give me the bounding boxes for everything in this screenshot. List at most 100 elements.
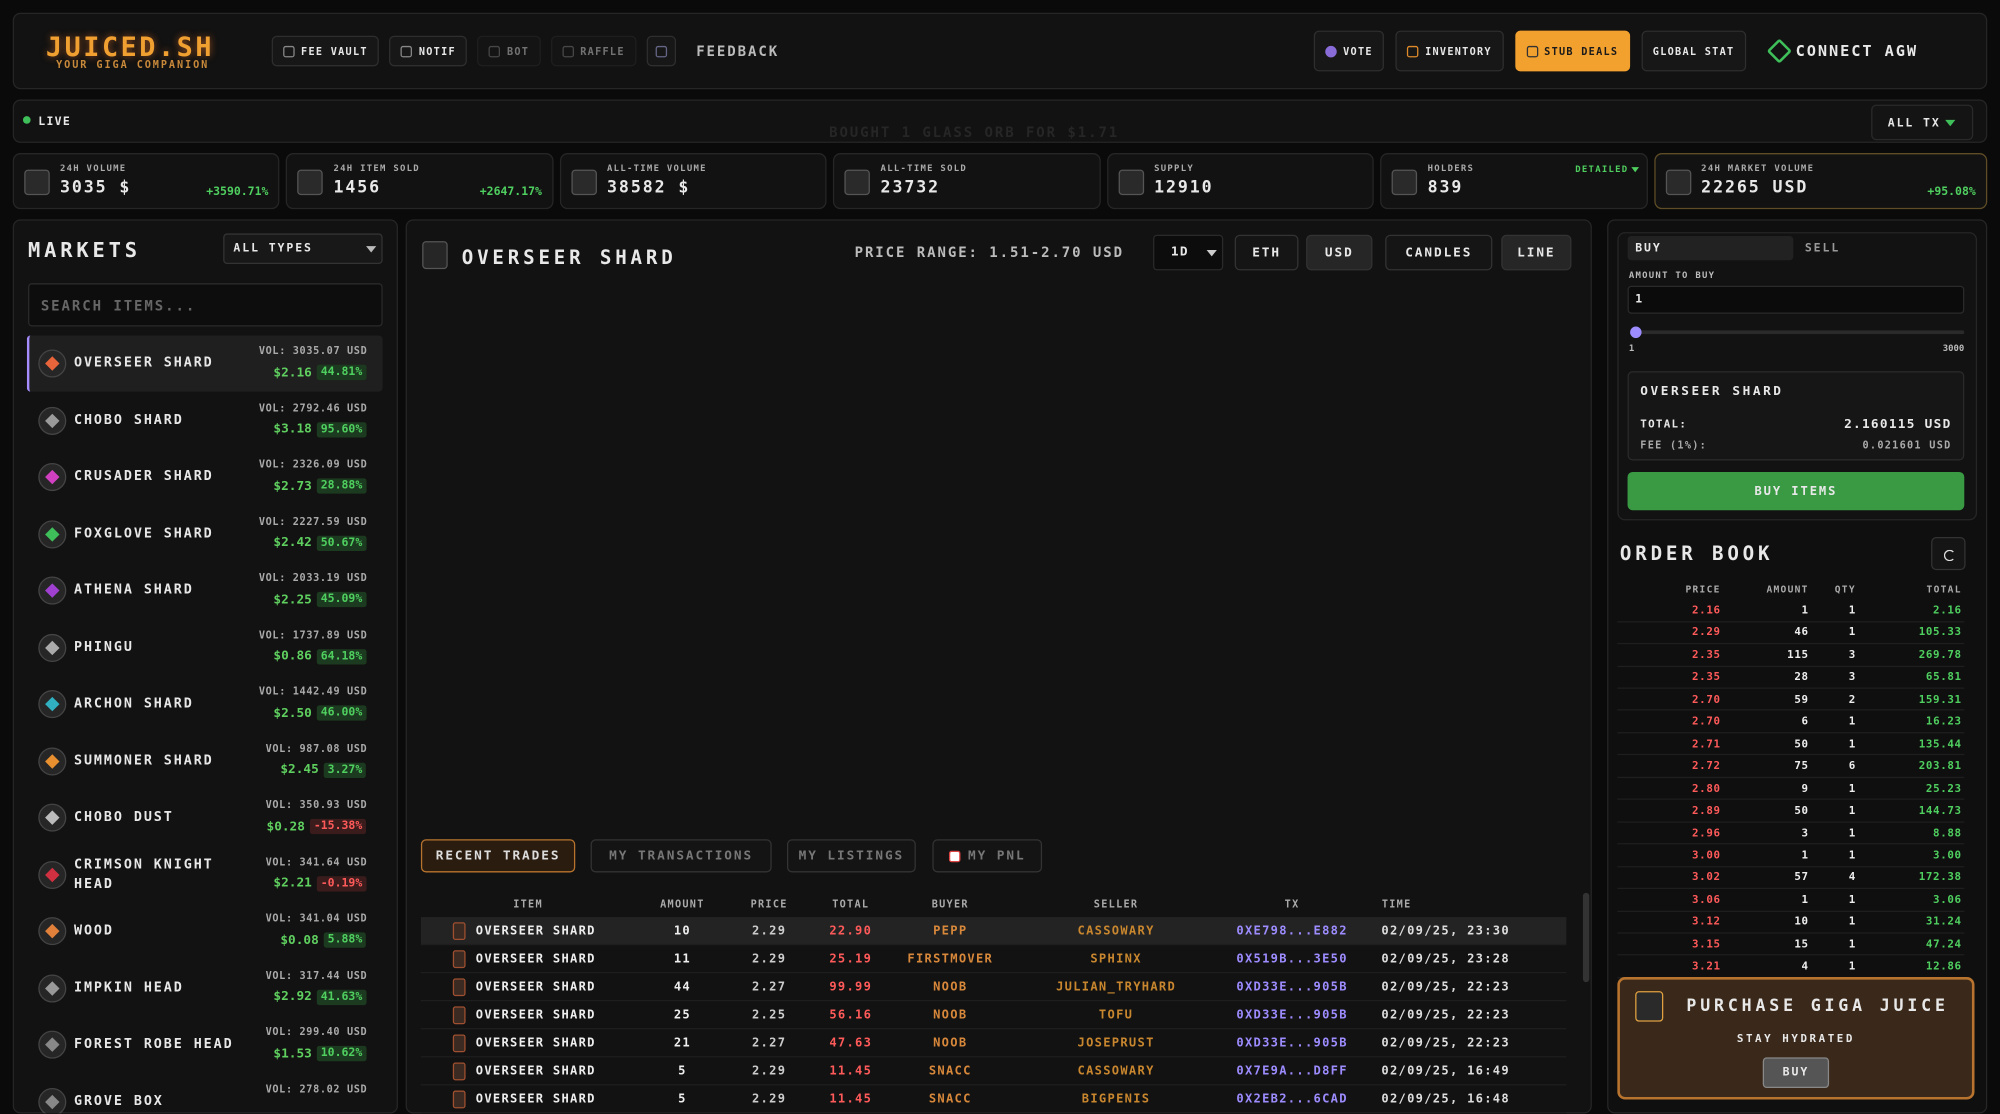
order-row[interactable] bbox=[1617, 667, 1964, 689]
trade-cell: JULIAN_TRYHARD bbox=[1056, 980, 1176, 994]
slider-knob[interactable] bbox=[1630, 327, 1641, 338]
market-volume: VOL: 987.08 USD bbox=[266, 742, 368, 753]
market-price-row: $3.1895.60% bbox=[273, 422, 366, 437]
action-button[interactable]: INVENTORY bbox=[1396, 31, 1504, 72]
live-dot bbox=[23, 116, 31, 124]
order-cell: 3 bbox=[1849, 649, 1856, 662]
order-cell: 59 bbox=[1794, 694, 1808, 707]
nav-button[interactable]: NOTIF bbox=[389, 36, 467, 67]
stat-label: ALL-TIME SOLD bbox=[881, 163, 967, 173]
refresh-button[interactable] bbox=[1931, 537, 1965, 570]
icon-gem bbox=[45, 470, 59, 484]
market-icon bbox=[38, 406, 66, 434]
sell-tab-label[interactable]: SELL bbox=[1805, 242, 1840, 255]
stat-value: 1456 bbox=[333, 179, 381, 198]
order-row[interactable] bbox=[1617, 778, 1964, 800]
trade-tab[interactable]: MY LISTINGS bbox=[787, 839, 916, 872]
chart-toggle[interactable]: CANDLES bbox=[1385, 235, 1492, 271]
nav-label: RAFFLE bbox=[580, 45, 625, 56]
trade-icon bbox=[453, 1062, 466, 1080]
market-change: 44.81% bbox=[317, 365, 366, 380]
chart-toggle[interactable]: LINE bbox=[1501, 235, 1571, 271]
market-volume: VOL: 278.02 USD bbox=[266, 1083, 368, 1094]
market-name: SUMMONER SHARD bbox=[74, 751, 242, 770]
action-button[interactable]: STUB DEALS bbox=[1515, 31, 1630, 72]
chart-toggle[interactable]: ETH bbox=[1235, 235, 1299, 271]
trade-tab[interactable]: MY PNL bbox=[932, 839, 1042, 872]
order-cell: 269.78 bbox=[1919, 649, 1962, 662]
order-row[interactable] bbox=[1617, 689, 1964, 711]
stat-change: +3590.71% bbox=[206, 186, 268, 199]
buy-button[interactable]: BUY ITEMS bbox=[1628, 472, 1965, 510]
order-row[interactable] bbox=[1617, 911, 1964, 933]
order-row[interactable] bbox=[1617, 822, 1964, 844]
order-cell: 1 bbox=[1849, 916, 1856, 929]
action-button[interactable]: GLOBAL STAT bbox=[1641, 31, 1746, 72]
promo-button[interactable]: BUY bbox=[1763, 1057, 1829, 1088]
trade-tab[interactable]: MY TRANSACTIONS bbox=[591, 839, 772, 872]
order-row[interactable] bbox=[1617, 889, 1964, 911]
stat-label: 24H VOLUME bbox=[60, 163, 127, 173]
market-price: $2.92 bbox=[273, 990, 311, 1004]
trade-tab[interactable]: RECENT TRADES bbox=[421, 839, 575, 872]
market-price-row: $1.5310.62% bbox=[273, 1046, 366, 1061]
trade-cell: JOSEPRUST bbox=[1077, 1036, 1154, 1050]
promo-title: PURCHASE GIGA JUICE bbox=[1686, 997, 1948, 1016]
order-cell: 3.15 bbox=[1692, 938, 1721, 951]
market-price-row: $2.16 44.81% bbox=[273, 365, 366, 380]
connect-button[interactable]: CONNECT AGW bbox=[1770, 42, 1918, 60]
stat-card: ALL-TIME SOLD23732 bbox=[833, 153, 1100, 209]
feedback-link[interactable]: FEEDBACK bbox=[696, 43, 779, 60]
order-cell: 2.16 bbox=[1692, 605, 1721, 618]
action-button[interactable]: VOTE bbox=[1314, 31, 1384, 72]
market-price: $0.08 bbox=[280, 933, 318, 947]
icon-button[interactable] bbox=[646, 36, 675, 67]
order-cell: 2 bbox=[1849, 694, 1856, 707]
order-row[interactable] bbox=[1617, 733, 1964, 755]
order-cell: 28 bbox=[1794, 671, 1808, 684]
trade-cell: 02/09/25, 22:23 bbox=[1381, 980, 1510, 994]
amount-label: AMOUNT TO BUY bbox=[1629, 270, 1715, 280]
order-cell: 1 bbox=[1849, 716, 1856, 729]
order-row[interactable] bbox=[1617, 867, 1964, 889]
tx-filter-label: ALL TX bbox=[1888, 117, 1941, 130]
order-row[interactable] bbox=[1617, 756, 1964, 778]
stat-icon bbox=[298, 170, 324, 196]
trade-cell: SPHINX bbox=[1090, 952, 1141, 966]
nav-button[interactable]: RAFFLE bbox=[551, 36, 636, 67]
refresh-icon bbox=[1944, 550, 1955, 561]
stat-card: ALL-TIME VOLUME38582 $ bbox=[560, 153, 827, 209]
amount-input[interactable] bbox=[1628, 286, 1965, 314]
order-cell: 3.06 bbox=[1933, 894, 1962, 907]
order-row[interactable] bbox=[1617, 600, 1964, 622]
market-price-row: $2.2545.09% bbox=[273, 592, 366, 607]
order-row[interactable] bbox=[1617, 845, 1964, 867]
buy-tab-label: BUY bbox=[1635, 242, 1661, 255]
order-row[interactable] bbox=[1617, 622, 1964, 644]
order-row[interactable] bbox=[1617, 711, 1964, 733]
trade-cell: TOFU bbox=[1099, 1008, 1133, 1022]
trade-cell: 5 bbox=[678, 1092, 687, 1106]
chart-toggle[interactable]: USD bbox=[1306, 235, 1372, 271]
order-row[interactable] bbox=[1617, 800, 1964, 822]
slider-min: 1 bbox=[1629, 343, 1634, 353]
order-cell: 1 bbox=[1849, 738, 1856, 751]
order-cell: 203.81 bbox=[1919, 760, 1962, 773]
stat-detail[interactable]: DETAILED bbox=[1575, 165, 1628, 175]
nav-button[interactable]: BOT bbox=[478, 36, 541, 67]
market-price: $2.45 bbox=[280, 763, 318, 777]
trade-cell: 2.27 bbox=[752, 1036, 786, 1050]
nav-button[interactable]: FEE VAULT bbox=[272, 36, 380, 67]
order-cell: 1 bbox=[1801, 605, 1808, 618]
order-row[interactable] bbox=[1617, 956, 1964, 978]
actions: VOTE INVENTORY STUB DEALS GLOBAL STAT CONNEC… bbox=[1314, 31, 1918, 72]
order-cell: 57 bbox=[1794, 872, 1808, 885]
market-change: 95.60% bbox=[317, 422, 366, 437]
market-price: $2.16 bbox=[273, 365, 311, 379]
order-cell: 135.44 bbox=[1919, 738, 1962, 751]
stat-icon bbox=[24, 170, 50, 196]
type-filter-label: ALL TYPES bbox=[233, 242, 312, 255]
order-row[interactable] bbox=[1617, 934, 1964, 956]
order-cell: 105.33 bbox=[1919, 627, 1962, 640]
order-cell: 75 bbox=[1794, 760, 1808, 773]
